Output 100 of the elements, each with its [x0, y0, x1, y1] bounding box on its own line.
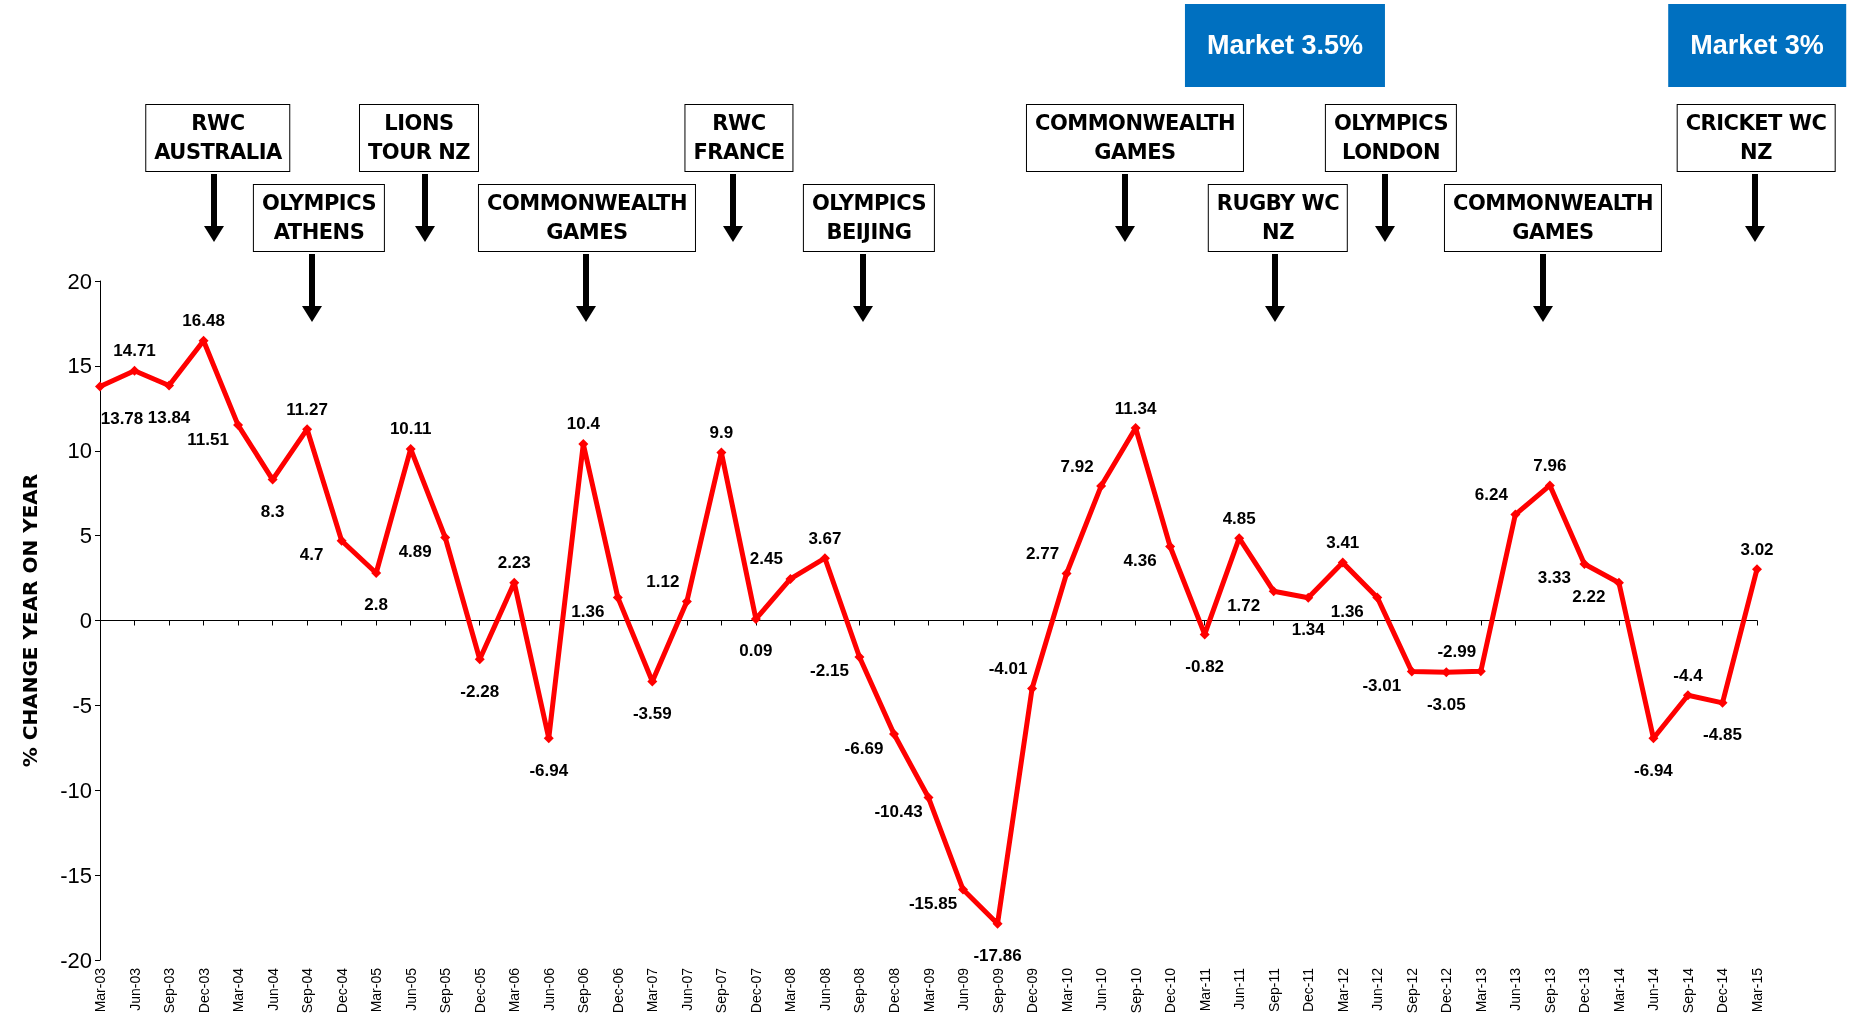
x-tick-label: Mar-10 [1058, 967, 1075, 1013]
data-label: 1.36 [1330, 601, 1364, 621]
x-tick-label: Dec-07 [747, 967, 764, 1014]
y-tick-label: 5 [79, 523, 92, 549]
x-tick-label: Mar-13 [1472, 967, 1489, 1013]
data-label: 9.9 [709, 422, 734, 442]
data-label: 4.7 [299, 545, 324, 565]
y-axis-title: % CHANGE YEAR ON YEAR [18, 473, 42, 768]
x-tick-label: Sep-03 [161, 967, 178, 1014]
data-label: 10.4 [566, 414, 601, 434]
text: RUGBY WC NZ [1207, 184, 1349, 252]
point [1268, 586, 1279, 597]
text: COMMONWEALTH GAMES [1443, 184, 1663, 252]
text: Market 3.5% [1184, 4, 1386, 87]
y-tick-label: -20 [60, 947, 92, 973]
point [1165, 541, 1176, 552]
x-tick-label: Dec-09 [1024, 967, 1041, 1014]
x-tick-label: Dec-06 [609, 967, 626, 1014]
point [440, 532, 451, 543]
data-label: -3.01 [1362, 676, 1402, 696]
x-tick-label: Dec-11 [1300, 967, 1317, 1013]
point [1579, 558, 1590, 569]
data-label: -17.86 [973, 946, 1022, 966]
data-label: 2.8 [364, 595, 388, 615]
text: CRICKET WC NZ [1676, 104, 1836, 172]
point [819, 553, 830, 564]
data-label: 7.96 [1533, 455, 1567, 475]
x-tick-label: Jun-14 [1645, 967, 1662, 1011]
x-tick-label: Jun-05 [402, 967, 419, 1011]
point [888, 729, 899, 740]
text: OLYMPICS BEIJING [802, 184, 936, 252]
y-tick-label: 20 [67, 268, 92, 294]
x-tick-label: Sep-04 [299, 967, 316, 1014]
x-tick-label: Dec-10 [1162, 967, 1179, 1014]
data-label: 4.85 [1222, 508, 1256, 528]
data-label: -15.85 [908, 894, 958, 914]
data-label: 16.48 [182, 311, 225, 331]
data-label: -2.28 [460, 681, 500, 701]
y-tick-label: 15 [67, 353, 92, 379]
data-label: 1.72 [1227, 595, 1261, 615]
x-tick-label: Jun-07 [678, 967, 695, 1011]
data-label: -4.01 [988, 659, 1028, 679]
x-tick-label: Jun-10 [1093, 967, 1110, 1011]
x-tick-label: Mar-05 [368, 967, 385, 1013]
x-tick-label: Mar-14 [1610, 967, 1627, 1013]
point [1337, 557, 1348, 568]
text: COMMONWEALTH GAMES [1025, 104, 1245, 172]
data-label: 3.33 [1537, 568, 1571, 588]
point [854, 652, 865, 662]
x-tick-label: Mar-07 [644, 967, 661, 1013]
data-label: 1.12 [646, 571, 680, 591]
point [923, 792, 934, 803]
x-tick-label: Sep-07 [713, 967, 730, 1014]
point [336, 535, 347, 546]
point [1372, 592, 1383, 603]
point [95, 381, 105, 392]
data-label: 8.3 [260, 502, 285, 522]
x-tick-label: Jun-08 [816, 967, 833, 1011]
x-tick-label: Dec-03 [195, 967, 212, 1014]
x-tick-label: Dec-04 [333, 967, 350, 1014]
data-label: 3.41 [1326, 533, 1360, 553]
x-tick-label: Mar-04 [230, 967, 247, 1013]
x-tick-label: Sep-05 [437, 967, 454, 1014]
x-tick-label: Dec-14 [1714, 967, 1731, 1014]
x-tick-label: Mar-08 [782, 967, 799, 1013]
y-tick-label: -15 [60, 862, 92, 888]
point [612, 592, 623, 603]
x-tick-label: Sep-12 [1403, 967, 1420, 1014]
x-tick-label: Mar-06 [506, 967, 523, 1013]
point [267, 474, 278, 485]
data-label: -4.85 [1703, 725, 1742, 745]
data-label: 13.84 [147, 408, 191, 428]
point [681, 596, 692, 607]
text: OLYMPICS LONDON [1324, 104, 1458, 172]
data-label: -3.59 [632, 703, 672, 723]
text: COMMONWEALTH GAMES [477, 184, 697, 252]
text: RWC FRANCE [684, 104, 794, 172]
x-tick-label: Dec-12 [1438, 967, 1455, 1014]
y-tick-label: -10 [60, 777, 92, 803]
data-label: 2.22 [1572, 587, 1606, 607]
x-tick-label: Sep-13 [1541, 967, 1558, 1014]
y-tick-label: 0 [79, 608, 92, 633]
point [1303, 592, 1314, 603]
point [1682, 690, 1693, 701]
data-label: 2.23 [497, 553, 531, 573]
x-tick-label: Jun-13 [1507, 967, 1524, 1011]
x-tick-label: Sep-11 [1265, 967, 1282, 1013]
data-label: -4.4 [1673, 665, 1704, 685]
text: RWC AUSTRALIA [145, 104, 291, 172]
text: LIONS TOUR NZ [358, 104, 480, 172]
data-label: -6.94 [1634, 760, 1674, 780]
x-tick-label: Jun-12 [1369, 967, 1386, 1011]
point [1544, 480, 1555, 491]
data-label: 3.02 [1740, 539, 1774, 559]
x-tick-label: Jun-06 [540, 967, 557, 1011]
data-label: -6.69 [844, 738, 884, 758]
x-tick-label: Sep-09 [989, 967, 1006, 1014]
data-label: 13.78 [100, 409, 144, 429]
point [164, 380, 175, 391]
x-tick-label: Dec-08 [885, 967, 902, 1014]
